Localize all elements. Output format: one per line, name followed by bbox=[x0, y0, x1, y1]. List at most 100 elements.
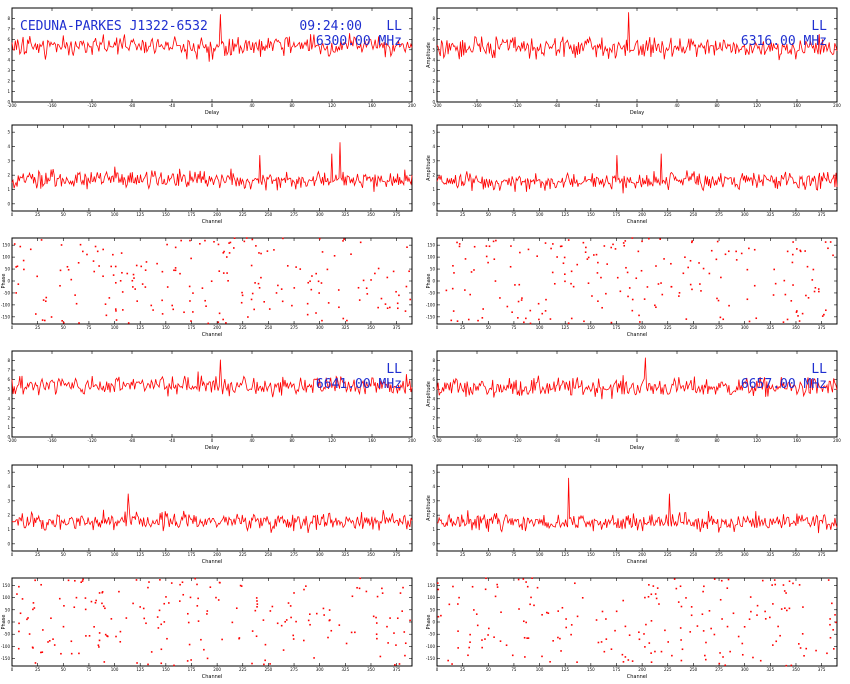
phase-point bbox=[328, 609, 331, 611]
phase-point bbox=[48, 639, 51, 642]
phase-point bbox=[82, 250, 84, 253]
phase-point bbox=[31, 646, 34, 649]
y-tick-label: 4 bbox=[432, 144, 435, 149]
phase-point bbox=[654, 304, 656, 307]
panel-frame bbox=[436, 7, 838, 103]
y-tick-label: 5 bbox=[432, 47, 435, 52]
phase-point bbox=[691, 288, 693, 291]
phase-point bbox=[492, 240, 495, 243]
phase-point bbox=[404, 654, 406, 657]
phase-point bbox=[222, 272, 225, 274]
y-tick-label: 1 bbox=[432, 187, 435, 192]
series-trace bbox=[11, 493, 413, 533]
phase-point bbox=[306, 302, 309, 305]
phase-point bbox=[257, 282, 260, 285]
phase-point bbox=[582, 241, 585, 244]
y-axis-label: Phase bbox=[1, 274, 7, 289]
y-tick-label: 4 bbox=[432, 396, 435, 401]
phase-point bbox=[343, 238, 345, 241]
y-tick-label: 5 bbox=[7, 47, 10, 52]
polarization-label: LL bbox=[386, 19, 402, 34]
y-tick-label: 0 bbox=[7, 620, 10, 625]
phase-point bbox=[166, 286, 169, 288]
phase-point bbox=[485, 577, 487, 580]
phase-point bbox=[228, 242, 230, 244]
x-tick-label: 80 bbox=[714, 103, 720, 108]
phase-point bbox=[112, 274, 115, 276]
phase-point bbox=[321, 251, 324, 253]
y-tick-label: 100 bbox=[427, 595, 435, 600]
series-trace bbox=[11, 142, 413, 192]
phase-point bbox=[240, 301, 243, 304]
x-tick-label: 75 bbox=[86, 325, 92, 330]
phase-point bbox=[239, 584, 242, 587]
phase-point bbox=[761, 579, 764, 582]
x-tick-label: 150 bbox=[162, 212, 170, 217]
phase-point bbox=[120, 252, 123, 254]
y-axis-label: Phase bbox=[1, 615, 7, 630]
phase-point bbox=[148, 581, 150, 583]
phase-point bbox=[447, 659, 449, 662]
phase-point bbox=[101, 591, 104, 594]
phase-point bbox=[689, 283, 692, 286]
phase-point bbox=[84, 608, 87, 611]
phase-point bbox=[529, 603, 531, 606]
phase-point bbox=[307, 619, 310, 622]
phase-point bbox=[547, 612, 550, 615]
phase-point bbox=[104, 303, 107, 305]
phase-point bbox=[660, 650, 663, 653]
phase-point bbox=[436, 582, 439, 584]
phase-point bbox=[375, 633, 378, 636]
x-tick-label: 225 bbox=[664, 325, 672, 330]
panel-frame bbox=[436, 350, 838, 438]
phase-point bbox=[615, 610, 618, 613]
phase-point bbox=[34, 579, 36, 582]
phase-point bbox=[206, 657, 209, 660]
x-tick-label: 100 bbox=[536, 325, 544, 330]
phase-point bbox=[740, 252, 743, 255]
phase-point bbox=[321, 319, 323, 322]
phase-point bbox=[114, 308, 117, 310]
phase-point bbox=[275, 292, 278, 294]
x-tick-label: 250 bbox=[265, 212, 273, 217]
phase-point bbox=[527, 637, 530, 639]
phase-point bbox=[398, 663, 401, 665]
x-tick-label: 325 bbox=[767, 212, 775, 217]
x-tick-label: 120 bbox=[328, 438, 336, 443]
phase-point bbox=[511, 311, 513, 313]
phase-point bbox=[392, 270, 395, 273]
phase-point bbox=[702, 267, 705, 270]
phase-point bbox=[791, 261, 794, 264]
phase-point bbox=[75, 596, 78, 599]
phase-point bbox=[389, 306, 391, 309]
phase-point bbox=[648, 584, 650, 586]
phase-point bbox=[189, 596, 192, 599]
phase-point bbox=[813, 290, 816, 293]
phase-point bbox=[521, 297, 523, 299]
phase-point bbox=[29, 248, 32, 251]
phase-point bbox=[473, 609, 475, 611]
phase-point bbox=[798, 320, 801, 322]
phase-point bbox=[98, 646, 100, 648]
y-tick-label: 8 bbox=[7, 358, 10, 363]
x-tick-label: 150 bbox=[587, 325, 595, 330]
phase-point bbox=[309, 623, 311, 626]
phase-point bbox=[517, 300, 520, 303]
phase-point bbox=[792, 241, 794, 243]
phase-point bbox=[797, 315, 799, 317]
phase-point bbox=[166, 243, 168, 246]
x-axis-label: Delay bbox=[630, 445, 644, 451]
phase-point bbox=[122, 309, 124, 311]
phase-point bbox=[453, 272, 455, 274]
phase-point bbox=[452, 264, 454, 267]
phase-point bbox=[624, 240, 627, 242]
phase-point bbox=[19, 612, 22, 615]
x-tick-label: 275 bbox=[715, 212, 723, 217]
phase-point bbox=[493, 258, 496, 261]
phase-point bbox=[263, 301, 265, 303]
x-tick-label: 50 bbox=[486, 212, 492, 217]
phase-point bbox=[597, 261, 599, 264]
phase-point bbox=[74, 579, 76, 582]
x-tick-label: 225 bbox=[239, 552, 247, 557]
phase-point bbox=[570, 624, 573, 626]
